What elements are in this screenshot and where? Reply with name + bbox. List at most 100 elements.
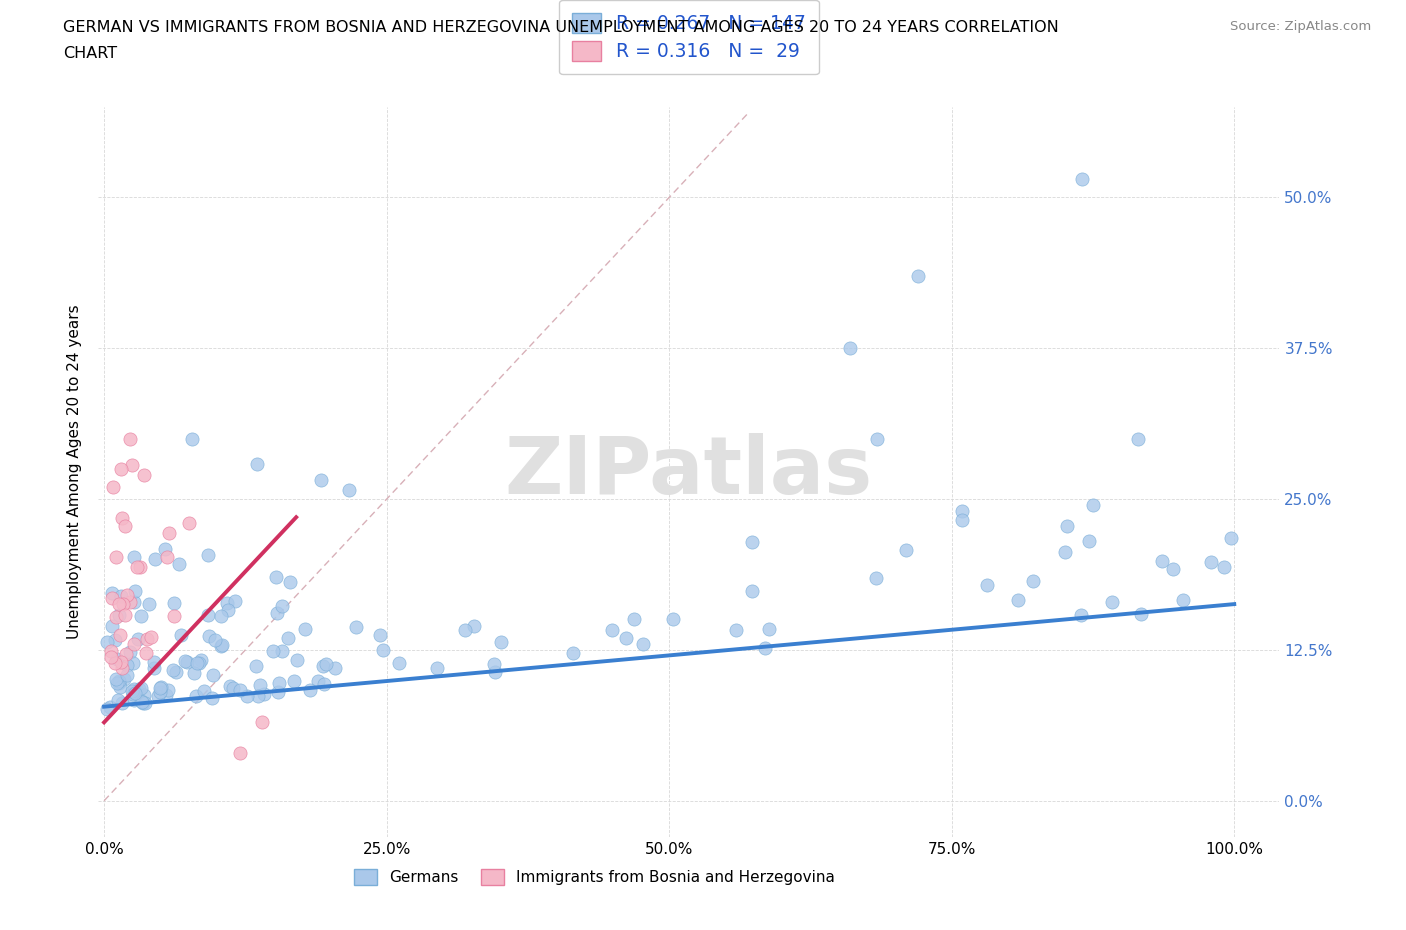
Point [201, 668, 224, 683]
Point [209, 608, 232, 623]
Point [157, 525, 180, 540]
Point [600, 623, 623, 638]
Point [219, 679, 242, 694]
Point [198, 629, 221, 644]
Point [454, 623, 477, 638]
Point [193, 684, 215, 698]
Point [1081, 498, 1104, 512]
Point [426, 661, 449, 676]
Point [110, 654, 132, 669]
Point [623, 612, 645, 627]
Point [1053, 545, 1076, 560]
Point [163, 596, 186, 611]
Point [215, 596, 238, 611]
Point [142, 655, 165, 670]
Point [107, 673, 129, 688]
Point [146, 688, 169, 703]
Point [484, 665, 506, 680]
Point [236, 688, 259, 703]
Point [108, 608, 131, 623]
Point [117, 588, 139, 603]
Point [186, 656, 208, 671]
Point [136, 631, 159, 646]
Point [129, 681, 152, 696]
Point [98, 699, 121, 714]
Point [271, 644, 294, 658]
Point [1070, 608, 1092, 623]
Point [124, 637, 146, 652]
Point [101, 618, 124, 633]
Point [111, 511, 134, 525]
Point [865, 571, 887, 586]
Point [153, 542, 176, 557]
Point [122, 693, 145, 708]
Point [896, 542, 918, 557]
Point [1163, 562, 1185, 577]
Point [309, 473, 332, 488]
Point [101, 586, 124, 601]
Point [104, 550, 127, 565]
Point [107, 693, 129, 708]
Point [371, 643, 394, 658]
Point [184, 688, 207, 703]
Point [108, 675, 131, 690]
Point [122, 682, 145, 697]
Point [110, 461, 132, 476]
Point [165, 664, 187, 679]
Point [976, 578, 998, 592]
Point [866, 432, 889, 446]
Point [285, 653, 308, 668]
Point [96, 702, 118, 717]
Point [562, 645, 585, 660]
Point [103, 480, 125, 495]
Point [299, 683, 322, 698]
Point [134, 696, 156, 711]
Point [174, 654, 197, 669]
Point [149, 684, 172, 699]
Point [149, 681, 172, 696]
Point [131, 608, 153, 623]
Point [127, 631, 149, 646]
Point [124, 583, 146, 598]
Point [245, 659, 267, 674]
Point [111, 596, 134, 611]
Y-axis label: Unemployment Among Ages 20 to 24 years: Unemployment Among Ages 20 to 24 years [67, 305, 83, 639]
Point [724, 622, 747, 637]
Point [118, 595, 141, 610]
Point [155, 687, 177, 702]
Point [264, 569, 287, 584]
Point [169, 628, 191, 643]
Point [110, 680, 132, 695]
Point [183, 666, 205, 681]
Point [224, 593, 246, 608]
Point [907, 269, 929, 284]
Point [135, 645, 157, 660]
Point [344, 619, 367, 634]
Point [117, 668, 139, 683]
Point [839, 341, 862, 356]
Point [125, 560, 148, 575]
Point [96, 635, 118, 650]
Point [388, 656, 411, 671]
Point [104, 655, 127, 670]
Point [112, 671, 135, 686]
Point [1220, 531, 1243, 546]
Point [124, 550, 146, 565]
Point [1056, 518, 1078, 533]
Point [163, 608, 186, 623]
Point [229, 683, 252, 698]
Point [754, 641, 776, 656]
Point [101, 591, 124, 605]
Point [149, 680, 172, 695]
Point [211, 637, 233, 652]
Point [110, 589, 132, 604]
Point [277, 631, 299, 645]
Point [118, 644, 141, 659]
Point [1101, 595, 1123, 610]
Point [122, 687, 145, 702]
Point [131, 695, 153, 710]
Point [132, 696, 155, 711]
Point [129, 694, 152, 709]
Point [105, 671, 128, 686]
Point [228, 745, 250, 760]
